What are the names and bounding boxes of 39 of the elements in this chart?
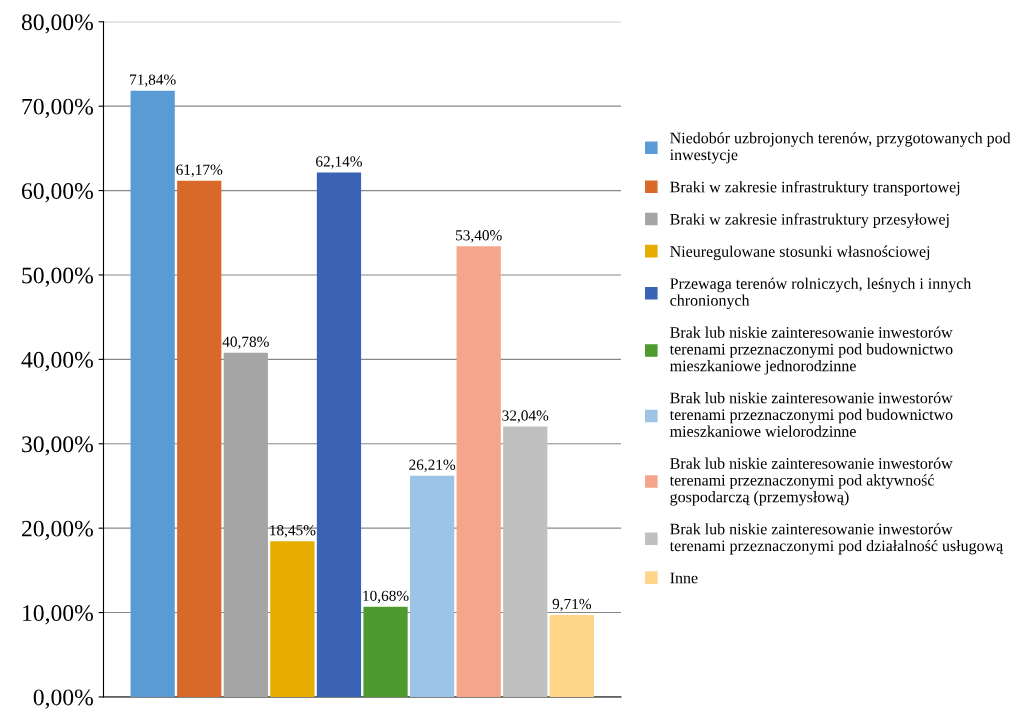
- data-label: 10,68%: [363, 590, 409, 604]
- legend-label: Braki w zakresie infrastruktury transportowej: [670, 181, 960, 196]
- y-tick-label: 30,00%: [22, 436, 93, 456]
- bar: [130, 90, 175, 697]
- bar: [270, 541, 315, 697]
- y-tick-label: 10,00%: [23, 605, 93, 625]
- y-tick-label: 20,00%: [22, 520, 93, 540]
- y-tick-label: 40,00%: [21, 351, 93, 372]
- bar: [223, 352, 268, 697]
- bar: [456, 246, 501, 697]
- data-label: 40,78%: [222, 336, 269, 350]
- data-label: 26,21%: [409, 459, 456, 473]
- data-label: 32,04%: [502, 410, 549, 423]
- data-label: 53,40%: [456, 230, 502, 243]
- legend-label: Brak lub niskie zainteresowanie inwestorów terenami przeznaczonymi pod budownictwo mieszkaniowe wielorodzinne: [669, 392, 953, 437]
- legend-label: Brak lub niskie zainteresowanie inwestorów terenami przeznaczonymi pod budownictwo mieszkaniowe jednorodzinne: [669, 326, 953, 375]
- legend-label: Brak lub niskie zainteresowanie inwestorów terenami przeznaczonymi pod aktywność gospodarczą (przemysłową): [669, 457, 953, 506]
- y-tick-label: 50,00%: [22, 267, 93, 287]
- bar: [409, 475, 455, 697]
- bar: [177, 180, 222, 697]
- y-tick-label: 0,00%: [33, 689, 93, 709]
- data-label: 61,17%: [176, 164, 223, 178]
- legend-label: Przewaga terenów rolniczych, leśnych i innych chronionych: [670, 277, 972, 310]
- bar: [363, 606, 408, 697]
- legend-label: Nieuregulowane stosunki własnościowej: [670, 245, 930, 261]
- y-tick-label: 80,00%: [21, 14, 93, 34]
- y-tick-label: 60,00%: [22, 183, 93, 203]
- bar: [549, 615, 594, 697]
- data-label: 71,84%: [130, 74, 176, 87]
- legend-label: Inne: [670, 572, 698, 584]
- data-label: 18,45%: [270, 525, 316, 538]
- data-label: 9,71%: [552, 598, 592, 612]
- legend-label: Niedobór uzbrojonych terenów, przygotowanych pod inwestycje: [670, 132, 1011, 164]
- y-tick-label: 70,00%: [22, 98, 93, 118]
- bar: [316, 172, 362, 697]
- data-label: 62,14%: [316, 156, 362, 169]
- legend-label: Braki w zakresie infrastruktury przesyłowej: [670, 213, 949, 228]
- bar: [503, 426, 548, 697]
- legend-label: Brak lub niskie zainteresowanie inwestorów terenami przeznaczonymi pod działalność usługową: [669, 523, 1004, 555]
